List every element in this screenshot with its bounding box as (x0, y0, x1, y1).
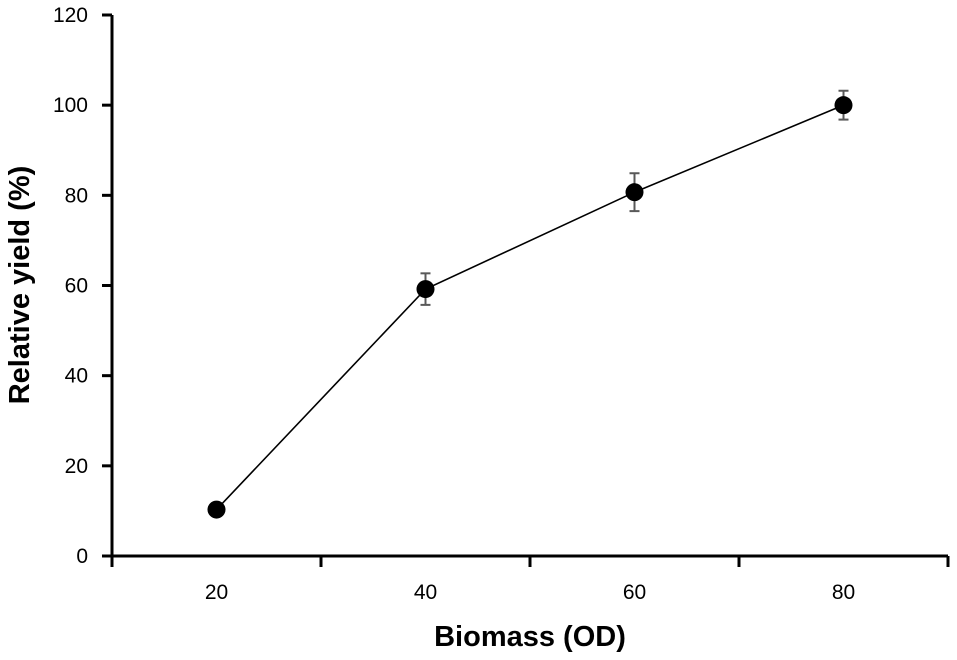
series-line (215, 104, 844, 511)
y-tick-label: 120 (53, 4, 88, 27)
data-point (834, 96, 853, 115)
data-point (207, 500, 226, 519)
x-tick-label: 40 (414, 581, 437, 604)
y-tick-label: 20 (65, 455, 88, 478)
data-point (625, 183, 644, 202)
x-axis-title: Biomass (OD) (434, 621, 626, 653)
data-point (416, 280, 435, 299)
y-tick-label: 60 (65, 275, 88, 298)
series (207, 89, 853, 519)
y-tick-label: 100 (53, 94, 88, 117)
y-axis-title: Relative yield (%) (4, 166, 36, 405)
x-tick-label: 60 (623, 581, 646, 604)
x-tick-label: 20 (205, 581, 228, 604)
y-tick-label: 40 (65, 365, 88, 388)
y-tick-label: 0 (76, 545, 88, 568)
y-tick-label: 80 (65, 184, 88, 207)
axes (110, 15, 948, 558)
ticks: 0 20 40 60 80 100 120 20 40 60 80 (53, 4, 950, 604)
x-tick-label: 80 (832, 581, 855, 604)
